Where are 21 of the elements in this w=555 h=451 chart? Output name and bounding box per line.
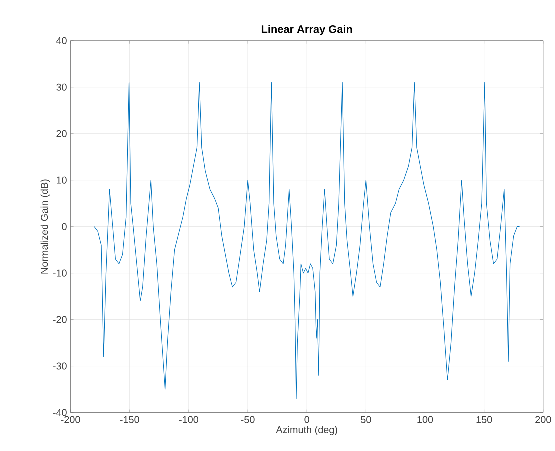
x-axis-title: Azimuth (deg) — [276, 426, 338, 436]
x-tick-label: 0 — [304, 416, 310, 424]
x-tick-label: -50 — [241, 416, 255, 424]
x-tick-label: -200 — [61, 416, 80, 424]
y-axis-title: Normalized Gain (dB) — [40, 180, 50, 274]
y-tick-label: -30 — [53, 362, 67, 370]
y-tick-label: 30 — [56, 84, 67, 92]
y-tick-label: 0 — [62, 223, 67, 231]
x-tick-label: 200 — [536, 416, 552, 424]
chart-title: Linear Array Gain — [262, 25, 352, 36]
x-tick-label: 50 — [361, 416, 372, 424]
y-tick-label: 10 — [57, 176, 67, 184]
y-tick-label: -10 — [53, 270, 67, 277]
x-tick-label: 150 — [476, 416, 492, 424]
y-tick-label: 20 — [56, 130, 67, 138]
x-tick-label: -100 — [179, 416, 198, 424]
y-tick-label: -20 — [53, 316, 67, 324]
x-tick-label: -150 — [120, 416, 140, 424]
y-tick-label: 40 — [56, 38, 67, 45]
y-tick-label: -40 — [53, 409, 67, 416]
x-tick-label: 100 — [418, 416, 434, 424]
